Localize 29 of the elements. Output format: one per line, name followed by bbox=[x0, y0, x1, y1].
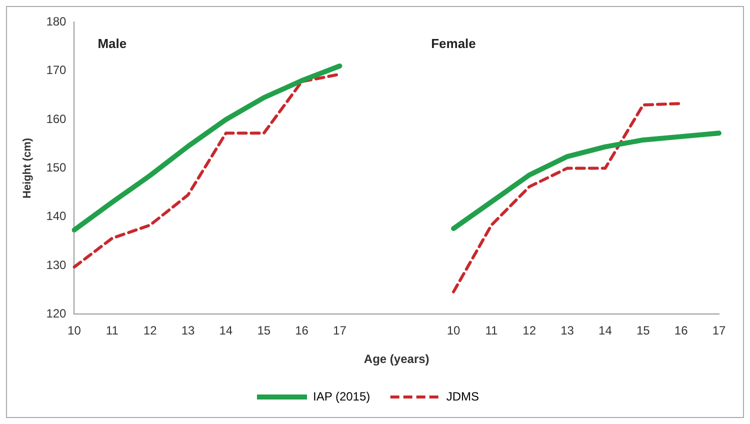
x-tick-label: 10 bbox=[68, 324, 82, 338]
x-tick-label: 14 bbox=[598, 324, 612, 338]
legend-label: JDMS bbox=[446, 389, 480, 404]
x-tick-label: 13 bbox=[560, 324, 574, 338]
y-axis-title: Height (cm) bbox=[22, 138, 34, 198]
x-tick-label: 10 bbox=[446, 324, 460, 338]
x-tick-label: 12 bbox=[143, 324, 158, 338]
y-tick-label: 130 bbox=[46, 258, 67, 272]
legend-label: IAP (2015) bbox=[312, 389, 370, 404]
x-tick-label: 15 bbox=[636, 324, 650, 338]
x-tick-label: 13 bbox=[181, 324, 195, 338]
x-tick-label: 16 bbox=[674, 324, 688, 338]
x-tick-label: 15 bbox=[257, 324, 271, 338]
y-tick-label: 140 bbox=[46, 209, 67, 224]
x-tick-label: 12 bbox=[522, 324, 536, 338]
y-tick-label: 160 bbox=[46, 112, 67, 126]
annotation: Male bbox=[98, 36, 127, 51]
x-axis-title: Age (years) bbox=[364, 352, 430, 366]
x-tick-label: 17 bbox=[333, 324, 347, 338]
y-tick-label: 180 bbox=[46, 14, 67, 29]
x-tick-label: 17 bbox=[712, 324, 726, 338]
y-tick-label: 170 bbox=[46, 63, 67, 78]
x-tick-label: 16 bbox=[295, 324, 309, 338]
annotation: Female bbox=[431, 36, 476, 51]
y-tick-label: 150 bbox=[46, 160, 67, 175]
x-tick-label: 11 bbox=[106, 324, 119, 338]
x-tick-label: 14 bbox=[219, 324, 233, 338]
x-tick-label: 11 bbox=[485, 324, 498, 338]
y-tick-label: 120 bbox=[46, 306, 67, 321]
